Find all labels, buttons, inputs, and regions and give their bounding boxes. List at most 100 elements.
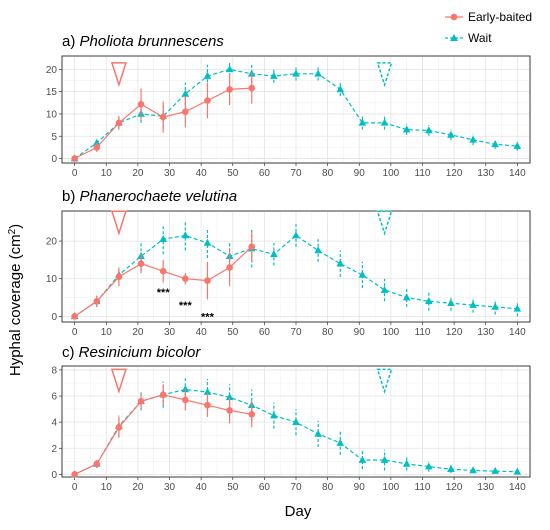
data-point bbox=[402, 293, 411, 301]
data-point bbox=[358, 455, 367, 463]
legend-item-wait: Wait bbox=[445, 31, 492, 45]
data-point bbox=[182, 396, 189, 404]
legend: Early-baited Wait bbox=[445, 10, 532, 45]
panel-species-c: Resinicium bicolor bbox=[79, 344, 202, 361]
series-early-baited bbox=[71, 384, 256, 478]
data-point bbox=[203, 71, 212, 79]
data-point bbox=[115, 119, 123, 127]
data-point bbox=[292, 69, 300, 77]
data-point bbox=[71, 155, 78, 162]
x-tick-label: 120 bbox=[446, 327, 463, 338]
x-tick-label: 130 bbox=[477, 482, 494, 493]
x-tick-label: 110 bbox=[415, 482, 431, 493]
data-point bbox=[270, 71, 278, 79]
data-point bbox=[159, 391, 167, 399]
y-tick-label: 2 bbox=[51, 444, 57, 455]
panel-species-a: Pholiota brunnescens bbox=[80, 33, 225, 50]
data-point bbox=[336, 259, 345, 267]
data-point bbox=[402, 125, 411, 133]
data-point bbox=[203, 387, 212, 395]
panel-species-b: Phanerochaete velutina bbox=[80, 188, 238, 205]
data-point bbox=[380, 118, 389, 126]
x-tick-label: 120 bbox=[446, 482, 463, 493]
panel-a: 0 10 20 30 40 50 60 70 80 90 100 110 120 130 140 0 5 10 15… bbox=[46, 55, 531, 179]
y-tick-label: 20 bbox=[46, 65, 58, 76]
plot-border bbox=[61, 55, 531, 164]
legend-item-early-baited: Early-baited bbox=[445, 10, 532, 24]
data-point bbox=[314, 246, 322, 254]
data-point bbox=[248, 84, 256, 92]
data-point bbox=[270, 411, 278, 419]
data-point bbox=[469, 300, 477, 308]
x-tick-label: 80 bbox=[322, 482, 334, 493]
x-tick-label: 20 bbox=[132, 327, 144, 338]
x-tick-label: 130 bbox=[477, 168, 494, 179]
y-tick-label: 20 bbox=[46, 237, 58, 248]
x-tick-label: 50 bbox=[227, 482, 239, 493]
plot-border bbox=[61, 365, 531, 478]
y-tick-label: 4 bbox=[51, 418, 57, 429]
bait-marker-early-baited bbox=[110, 368, 127, 394]
bait-marker-wait bbox=[376, 368, 393, 394]
panel-title-a: a) Pholiota brunnescens bbox=[62, 33, 224, 50]
data-point bbox=[137, 260, 145, 267]
data-point bbox=[314, 429, 322, 437]
data-point bbox=[181, 385, 190, 393]
x-tick-label: 80 bbox=[322, 168, 334, 179]
x-tick-label: 20 bbox=[132, 168, 144, 179]
x-tick-label: 40 bbox=[196, 168, 208, 179]
data-point bbox=[182, 275, 189, 283]
x-tick-label: 140 bbox=[509, 168, 526, 179]
data-point bbox=[226, 264, 233, 271]
panel-label-b: b) bbox=[62, 188, 75, 205]
series-line bbox=[74, 68, 518, 159]
y-tick-label: 5 bbox=[51, 132, 57, 143]
data-point bbox=[358, 270, 367, 278]
x-tick-label: 80 bbox=[322, 327, 334, 338]
significance-label: *** bbox=[201, 311, 215, 323]
panels: 0 10 20 30 40 50 60 70 80 90 100 110 120 130 140051015… bbox=[46, 55, 531, 493]
y-tick-label: 6 bbox=[51, 392, 57, 403]
panel-label-c: c) bbox=[62, 344, 75, 361]
x-tick-label: 70 bbox=[290, 327, 302, 338]
data-point bbox=[204, 401, 211, 409]
data-point bbox=[159, 113, 167, 121]
y-tick-label: 10 bbox=[46, 274, 58, 285]
x-tick-label: 10 bbox=[101, 482, 113, 493]
x-tick-label: 0 bbox=[72, 482, 78, 493]
data-point bbox=[159, 235, 167, 243]
x-tick-label: 100 bbox=[383, 482, 400, 493]
bait-marker-wait bbox=[376, 62, 393, 88]
bait-marker-wait bbox=[376, 210, 393, 236]
significance-label: *** bbox=[157, 287, 171, 299]
y-tick-label: 10 bbox=[46, 109, 58, 120]
data-point bbox=[425, 126, 433, 134]
panel-title-c: c) Resinicium bicolor bbox=[62, 344, 201, 361]
y-tick-label: 0 bbox=[51, 312, 57, 323]
data-point bbox=[226, 407, 233, 414]
panel-label-a: a) bbox=[62, 33, 75, 50]
x-tick-label: 60 bbox=[259, 482, 271, 493]
data-point bbox=[93, 144, 101, 151]
x-tick-label: 70 bbox=[290, 168, 302, 179]
x-tick-label: 140 bbox=[509, 482, 526, 493]
x-tick-label: 40 bbox=[196, 327, 208, 338]
data-point bbox=[469, 466, 477, 474]
data-point bbox=[358, 118, 367, 126]
y-tick-label: 15 bbox=[46, 87, 58, 98]
data-point bbox=[314, 69, 322, 77]
data-point bbox=[225, 65, 234, 73]
data-point bbox=[93, 460, 101, 468]
x-tick-label: 140 bbox=[509, 327, 526, 338]
significance-label: *** bbox=[179, 300, 193, 312]
x-tick-label: 60 bbox=[259, 168, 271, 179]
x-tick-label: 50 bbox=[227, 327, 239, 338]
x-tick-label: 110 bbox=[415, 168, 431, 179]
data-point bbox=[447, 130, 455, 138]
x-tick-label: 90 bbox=[354, 327, 366, 338]
data-point bbox=[226, 86, 233, 93]
data-point bbox=[513, 467, 522, 475]
data-point bbox=[292, 417, 300, 425]
